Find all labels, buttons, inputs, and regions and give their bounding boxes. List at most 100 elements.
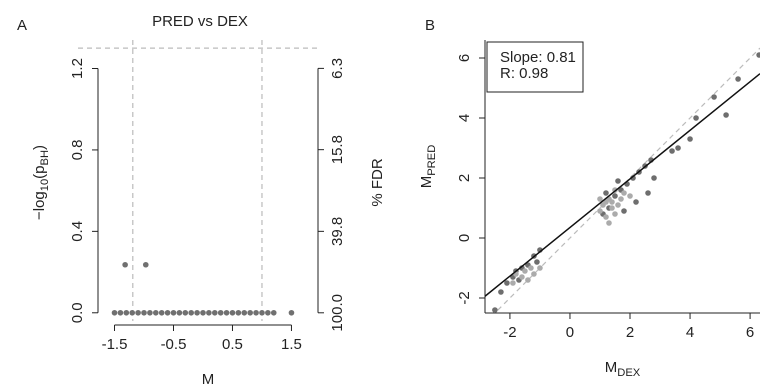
point bbox=[265, 309, 271, 316]
x-axis-label: M bbox=[202, 371, 215, 388]
point bbox=[217, 309, 224, 316]
y2-axis-label: % FDR bbox=[369, 158, 386, 207]
point bbox=[534, 259, 540, 265]
point bbox=[522, 268, 528, 274]
point bbox=[606, 220, 612, 226]
fit-line bbox=[485, 73, 760, 297]
point bbox=[597, 208, 603, 214]
x-tick-label: 1.5 bbox=[281, 336, 302, 353]
point bbox=[188, 309, 194, 316]
point bbox=[259, 309, 265, 316]
point bbox=[645, 190, 651, 196]
point bbox=[603, 214, 609, 220]
plot-area bbox=[111, 261, 295, 316]
point bbox=[492, 307, 498, 313]
x-tick-label: -1.5 bbox=[102, 336, 128, 353]
point bbox=[510, 280, 516, 286]
y-tick-label: 1.2 bbox=[69, 58, 86, 79]
point bbox=[651, 175, 657, 181]
point bbox=[142, 261, 149, 268]
plot-area bbox=[485, 47, 760, 313]
y2-tick-label: 39.8 bbox=[329, 217, 346, 246]
x-tick-label: 4 bbox=[686, 324, 694, 341]
point bbox=[687, 136, 693, 142]
subscript: PRED bbox=[426, 145, 438, 176]
point bbox=[182, 309, 189, 316]
point bbox=[735, 76, 741, 82]
x-tick-label: 0.5 bbox=[222, 336, 243, 353]
point bbox=[612, 211, 618, 217]
y-tick-label: 0.0 bbox=[69, 302, 86, 323]
x-tick-label: -0.5 bbox=[161, 336, 187, 353]
point bbox=[253, 309, 259, 316]
point bbox=[229, 309, 236, 316]
point bbox=[122, 261, 128, 268]
x-axis-label: MDEX bbox=[605, 359, 641, 379]
point bbox=[170, 309, 177, 316]
y-axis-label: −log10(pBH) bbox=[31, 145, 51, 220]
annotation: Slope: 0.81 bbox=[500, 49, 576, 66]
point bbox=[711, 94, 717, 100]
x-tick-label: -2 bbox=[503, 324, 516, 341]
point bbox=[525, 277, 531, 283]
point bbox=[603, 199, 609, 205]
point bbox=[603, 190, 609, 196]
y-tick-label: 0 bbox=[456, 234, 473, 242]
point bbox=[621, 208, 627, 214]
point bbox=[618, 196, 624, 202]
point bbox=[247, 309, 253, 316]
point bbox=[158, 309, 165, 316]
point bbox=[117, 309, 124, 316]
x-tick-label: 6 bbox=[746, 324, 754, 341]
point bbox=[612, 193, 618, 199]
point bbox=[615, 178, 621, 184]
point bbox=[123, 309, 130, 316]
y-tick-label: 4 bbox=[456, 114, 473, 122]
legend-box bbox=[486, 41, 584, 93]
point bbox=[129, 309, 136, 316]
point bbox=[164, 309, 171, 316]
y-tick-label: 6 bbox=[456, 54, 473, 62]
y-tick-label: 2 bbox=[456, 174, 473, 182]
point bbox=[537, 265, 543, 271]
y2-tick-label: 6.3 bbox=[329, 58, 346, 79]
panel-letter: B bbox=[425, 17, 435, 34]
x-tick-label: 2 bbox=[626, 324, 634, 341]
point bbox=[633, 199, 639, 205]
point bbox=[194, 309, 200, 316]
point bbox=[669, 148, 675, 154]
point bbox=[141, 309, 147, 316]
point bbox=[723, 112, 729, 118]
y-tick-label: 0.8 bbox=[69, 139, 86, 160]
point bbox=[528, 265, 534, 271]
point bbox=[630, 175, 636, 181]
point bbox=[519, 274, 525, 280]
panel-letter: A bbox=[17, 17, 27, 34]
point bbox=[597, 196, 603, 202]
label-part: M bbox=[418, 176, 435, 189]
point bbox=[206, 309, 212, 316]
y-tick-label: -2 bbox=[456, 291, 473, 304]
point bbox=[270, 309, 277, 316]
point bbox=[498, 289, 504, 295]
point bbox=[615, 202, 621, 208]
subscript: BH bbox=[39, 150, 51, 166]
point bbox=[756, 52, 760, 58]
point bbox=[147, 309, 153, 316]
point bbox=[609, 205, 615, 211]
point bbox=[235, 309, 242, 316]
point bbox=[621, 190, 627, 196]
y-tick-label: 0.4 bbox=[69, 221, 86, 242]
point bbox=[675, 145, 681, 151]
point bbox=[609, 199, 615, 205]
point bbox=[627, 193, 633, 199]
identity-line bbox=[494, 47, 760, 313]
point bbox=[531, 271, 537, 277]
annotation: R: 0.98 bbox=[500, 65, 548, 82]
label-part: −log bbox=[31, 191, 48, 220]
chart-title: PRED vs DEX bbox=[152, 13, 248, 30]
subscript: 10 bbox=[39, 179, 51, 191]
point bbox=[135, 309, 141, 316]
